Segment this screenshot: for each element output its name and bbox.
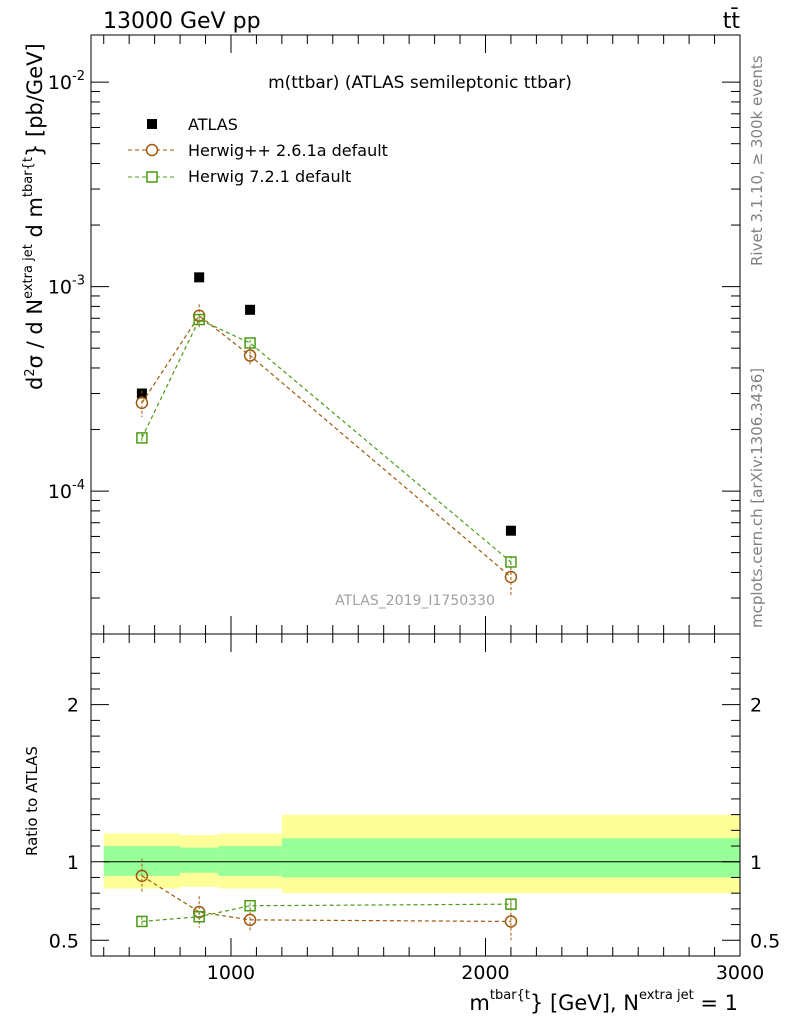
legend-label-herwig7: Herwig 7.2.1 default [188,167,351,186]
legend-marker-herwig7 [146,171,158,183]
ratio-point-herwig7 [136,915,148,928]
ratio-point-herwigpp [243,913,257,927]
ratio-y-tick-label-left: 2 [67,695,79,717]
main-series-line [141,314,512,578]
ratio-axes: 0.5 0.5 1 1 2 2 1000 2000 3000 [49,634,780,984]
legend-marker-atlas [147,119,157,129]
main-point-herwig7 [505,556,517,568]
ratio-point-herwig7 [244,899,256,912]
main-point-atlas [194,272,205,283]
ratio-x-tick-label: 2000 [461,962,509,984]
mcplots-source-label: mcplots.cern.ch [arXiv:1306.3436] [748,368,766,628]
ratio-data-layer [135,858,518,941]
ratio-y-tick-label-left: 0.5 [49,930,79,952]
ratio-x-tick-label: 3000 [716,962,764,984]
main-point-herwigpp [135,396,149,410]
ratio-point-herwigpp [135,869,149,883]
ratio-band-inner [218,846,282,876]
main-point-atlas [245,304,256,315]
ratio-y-tick-label-right: 0.5 [750,930,780,952]
ratio-y-tick-label-right: 2 [750,695,762,717]
ratio-y-tick-label-right: 1 [750,852,762,874]
main-point-herwigpp [243,349,257,362]
ratio-series-line [141,875,511,923]
main-y-tick-label: 10-2 [48,69,85,94]
ratio-y-axis-label: Ratio to ATLAS [23,746,41,856]
ratio-panel-frame [90,633,741,957]
ratio-band-inner [281,838,740,878]
main-y-tick-label: 10-4 [48,478,85,503]
main-point-herwig7 [244,337,256,349]
ratio-band-inner [180,847,219,873]
ratio-point-herwig7 [505,898,517,910]
main-data-layer [135,272,518,596]
ratio-series-line [141,903,511,923]
main-point-herwig7 [193,313,205,326]
ratio-point-herwigpp [504,915,518,928]
main-series-line [141,318,512,563]
main-point-herwig7 [136,432,148,444]
legend-label-herwigpp: Herwig++ 2.6.1a default [188,141,388,160]
main-y-axis-label: d2σ / d Nextra jet d mtbar{t} [pb/GeV] [21,43,47,390]
legend: ATLAS Herwig++ 2.6.1a default Herwig 7.2… [128,115,388,186]
main-plot-title: m(ttbar) (ATLAS semileptonic ttbar) [268,73,572,93]
main-y-tick-label: 10-3 [48,274,85,299]
rivet-version-label: Rivet 3.1.10, ≥ 300k events [748,55,766,266]
analysis-watermark: ATLAS_2019_I1750330 [335,593,495,609]
main-point-atlas [505,525,516,536]
legend-marker-herwigpp [145,143,159,157]
ratio-y-tick-label-left: 1 [67,852,79,874]
ratio-x-tick-label: 1000 [207,962,255,984]
ratio-panel [103,814,740,894]
legend-label-atlas: ATLAS [188,115,238,134]
x-axis-label: mtbar{t} [GeV], Nextra jet = 1 [469,988,738,1015]
main-point-herwigpp [504,570,518,584]
ratio-point-herwig7 [193,910,205,923]
header-energy-label: 13000 GeV pp [103,9,261,34]
header-process-label: tt̄ [723,8,741,34]
